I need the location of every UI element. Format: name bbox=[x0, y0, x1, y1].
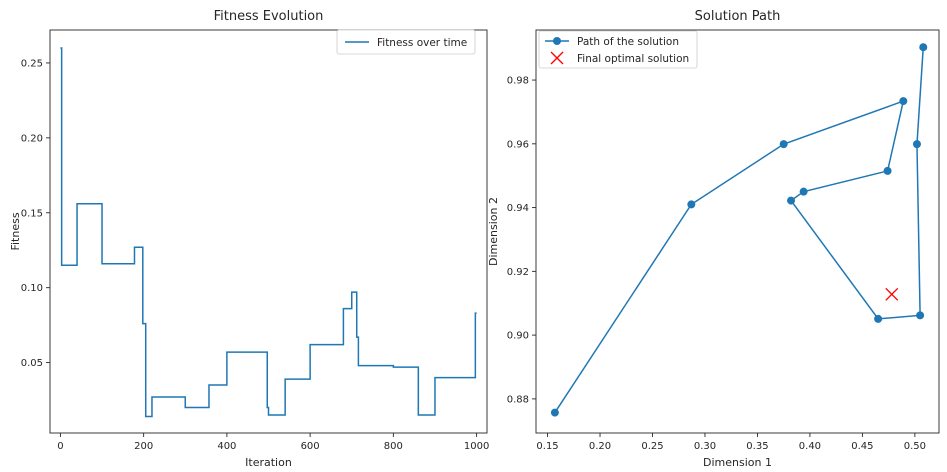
y-tick-label: 0.98 bbox=[507, 76, 529, 87]
x-tick-label: 0.30 bbox=[694, 441, 716, 452]
legend-marker-circle bbox=[553, 37, 561, 45]
y-tick-label: 0.20 bbox=[21, 133, 43, 144]
y-tick-label: 0.90 bbox=[507, 331, 529, 342]
y-tick-label: 0.10 bbox=[21, 283, 43, 294]
y-tick-label: 0.92 bbox=[507, 267, 529, 278]
legend: Path of the solution Final optimal solut… bbox=[539, 31, 697, 68]
chart-title: Solution Path bbox=[695, 9, 781, 24]
path-point bbox=[787, 197, 795, 205]
path-point bbox=[913, 140, 921, 148]
x-tick-label: 400 bbox=[217, 441, 236, 452]
x-tick-label: 0.45 bbox=[851, 441, 873, 452]
legend-entry-final: Final optimal solution bbox=[577, 53, 689, 65]
path-point bbox=[884, 167, 892, 175]
path-point bbox=[899, 97, 907, 105]
x-tick-label: 0.35 bbox=[746, 441, 768, 452]
y-axis-label: Fitness bbox=[9, 212, 22, 250]
x-tick-label: 0.40 bbox=[799, 441, 821, 452]
x-axis-label: Iteration bbox=[245, 456, 292, 469]
path-point bbox=[551, 409, 559, 417]
path-point bbox=[919, 43, 927, 51]
path-point bbox=[874, 315, 882, 323]
legend-entry-fitness: Fitness over time bbox=[377, 37, 467, 49]
x-tick-label: 1000 bbox=[464, 441, 489, 452]
y-tick-label: 0.25 bbox=[21, 58, 43, 69]
y-tick-label: 0.96 bbox=[507, 139, 529, 150]
x-tick-label: 0.50 bbox=[904, 441, 926, 452]
path-point bbox=[687, 200, 695, 208]
chart-title: Fitness Evolution bbox=[214, 9, 324, 24]
legend: Fitness over time bbox=[337, 30, 475, 54]
legend-entry-path: Path of the solution bbox=[577, 36, 679, 48]
x-tick-label: 0 bbox=[57, 441, 63, 452]
x-tick-label: 0.20 bbox=[589, 441, 611, 452]
y-tick-label: 0.94 bbox=[507, 203, 529, 214]
x-axis-label: Dimension 1 bbox=[703, 456, 772, 469]
path-point bbox=[800, 188, 808, 196]
y-axis-label: Dimension 2 bbox=[487, 197, 500, 266]
x-tick-label: 600 bbox=[301, 441, 320, 452]
x-tick-label: 0.15 bbox=[536, 441, 558, 452]
x-tick-label: 200 bbox=[134, 441, 153, 452]
y-tick-label: 0.05 bbox=[21, 358, 43, 369]
x-tick-label: 0.25 bbox=[641, 441, 663, 452]
path-point bbox=[780, 140, 788, 148]
path-point bbox=[916, 311, 924, 319]
x-tick-label: 800 bbox=[384, 441, 403, 452]
y-tick-label: 0.88 bbox=[507, 394, 529, 405]
y-tick-label: 0.15 bbox=[21, 208, 43, 219]
